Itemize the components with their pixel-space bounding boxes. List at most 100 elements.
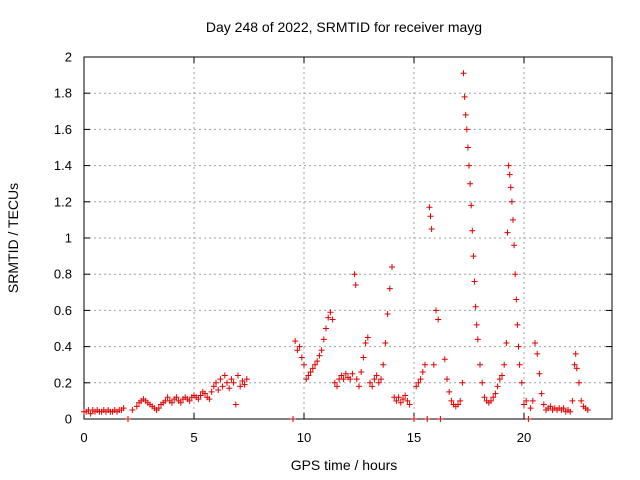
data-point <box>386 285 393 292</box>
x-tick-label: 10 <box>297 430 311 445</box>
plot-frame <box>83 56 613 420</box>
x-tick-label: 15 <box>407 430 421 445</box>
data-point <box>470 253 477 260</box>
data-point <box>477 361 483 368</box>
y-tick-label: 0.8 <box>54 267 72 282</box>
data-point <box>411 416 417 422</box>
y-tick-label: 0.4 <box>54 339 72 354</box>
y-tick-label: 0 <box>65 412 72 427</box>
ticks: 0 5 10 15 20 0 0.2 0.4 0.6 0.8 1 1.2 1.4 1.6 1.8 2 <box>54 50 612 445</box>
data-point <box>318 347 325 354</box>
data-point <box>496 376 503 383</box>
data-point <box>294 347 301 354</box>
data-point <box>467 180 474 187</box>
data-point <box>441 356 448 363</box>
data-point <box>397 399 404 406</box>
data-point <box>463 126 470 133</box>
data-point <box>323 325 329 332</box>
data-point <box>567 408 574 415</box>
data-point <box>460 70 467 77</box>
data-point <box>499 372 505 379</box>
x-tick-label: 5 <box>190 430 197 445</box>
data-point <box>512 271 519 278</box>
data-point <box>351 271 358 278</box>
data-point <box>455 401 461 408</box>
data-point <box>347 376 354 383</box>
y-tick-label: 1 <box>65 231 72 246</box>
data-point <box>474 336 481 343</box>
data-point <box>314 358 321 365</box>
data-point <box>155 405 162 412</box>
data-point <box>459 379 466 386</box>
data-point <box>534 350 541 357</box>
data-point <box>417 376 424 383</box>
data-point <box>373 372 380 379</box>
data-point <box>215 387 222 394</box>
data-point <box>437 416 444 422</box>
data-point <box>457 397 464 404</box>
data-point <box>446 388 453 395</box>
data-point <box>479 379 486 386</box>
data-point <box>505 162 512 169</box>
data-point <box>560 405 567 412</box>
data-point <box>369 383 376 390</box>
data-point <box>521 401 527 408</box>
data-point <box>468 202 475 209</box>
data-point <box>419 368 426 375</box>
data-point <box>578 397 585 404</box>
data-point <box>435 316 442 323</box>
data-point <box>334 383 340 390</box>
data-point <box>320 336 327 343</box>
data-point <box>518 379 525 386</box>
y-tick-label: 1.4 <box>54 158 72 173</box>
data-point <box>448 397 455 404</box>
data-point <box>504 229 511 236</box>
x-tick-label: 0 <box>80 430 87 445</box>
data-point <box>133 403 140 410</box>
data-point <box>380 361 387 368</box>
data-point <box>461 93 468 100</box>
data-point <box>422 361 428 368</box>
data-point <box>129 406 136 413</box>
y-tick-label: 0.2 <box>54 375 72 390</box>
data-point <box>375 379 382 386</box>
data-point <box>309 365 316 372</box>
x-axis-label: GPS time / hours <box>291 457 398 473</box>
data-point <box>516 361 523 368</box>
data-point <box>532 339 538 346</box>
data-point <box>488 397 494 404</box>
data-point <box>301 361 307 368</box>
data-point <box>329 316 336 323</box>
data-point <box>296 343 303 350</box>
data-point <box>540 401 547 408</box>
data-point <box>382 339 389 346</box>
data-point <box>292 338 299 345</box>
data-point <box>573 365 580 372</box>
data-point <box>208 388 215 395</box>
data-point <box>402 392 409 399</box>
data-point <box>206 396 213 403</box>
data-point <box>228 376 235 383</box>
data-point <box>576 379 582 386</box>
data-point <box>237 383 244 390</box>
data-point <box>529 397 536 404</box>
data-point <box>506 171 513 178</box>
data-point <box>508 198 515 205</box>
data-point <box>186 397 193 404</box>
data-point <box>221 372 228 379</box>
data-point <box>360 354 367 361</box>
data-point <box>511 242 518 249</box>
data-point <box>352 282 359 289</box>
data-point <box>464 144 471 151</box>
data-point <box>356 383 362 390</box>
data-point <box>513 296 520 303</box>
y-tick-label: 0.6 <box>54 303 72 318</box>
data-point <box>303 376 310 383</box>
data-point <box>572 350 579 357</box>
data-point <box>202 390 208 397</box>
data-point <box>232 401 239 408</box>
data-point <box>362 339 369 346</box>
data-point <box>406 401 413 408</box>
y-tick-label: 1.2 <box>54 194 72 209</box>
data-point <box>342 370 349 377</box>
